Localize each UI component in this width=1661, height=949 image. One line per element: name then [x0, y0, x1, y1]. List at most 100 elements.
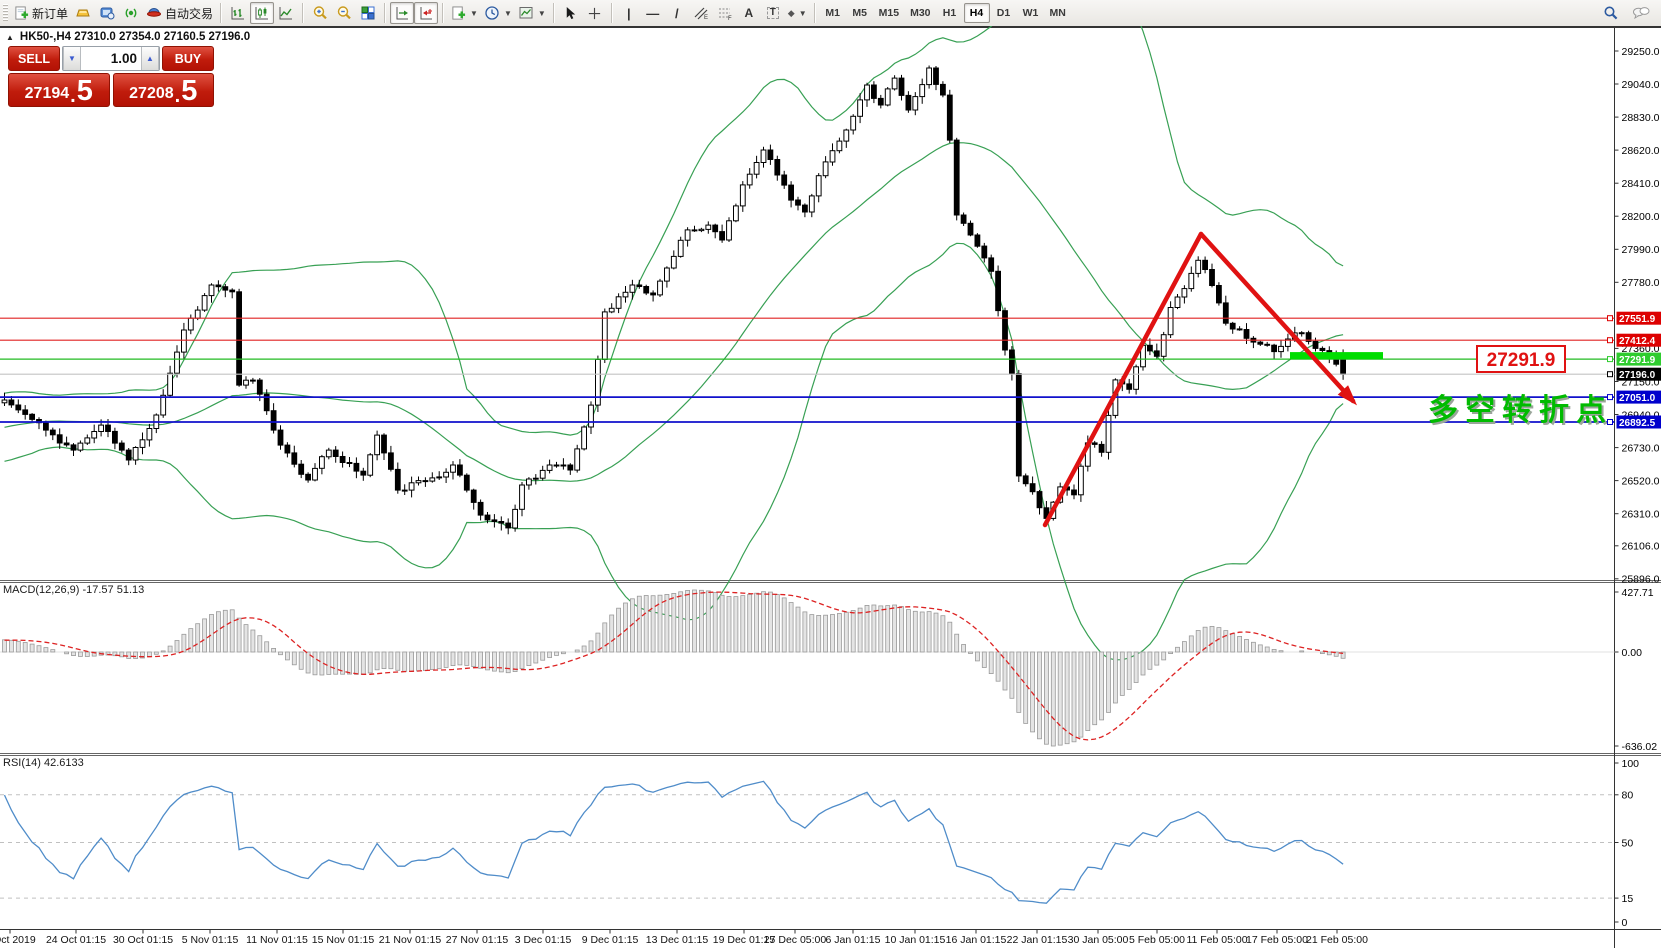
line-chart-mode-button[interactable]: [274, 2, 298, 24]
trend-arrow-down[interactable]: [1198, 231, 1356, 404]
market-watch-button[interactable]: [71, 2, 95, 24]
time-tick-label: 30 Jan 05:00: [1068, 934, 1129, 946]
tab-m1[interactable]: M1: [820, 3, 846, 23]
chart-title: HK50-,H4 27310.0 27354.0 27160.5 27196.0: [19, 31, 251, 43]
price-tick-label: 26310.0: [1622, 509, 1660, 521]
price-tag: [1616, 352, 1661, 366]
trend-arrow-up[interactable]: [1042, 231, 1204, 528]
toolbar-separator: [813, 3, 816, 23]
zoom-out-button[interactable]: [332, 2, 356, 24]
signals-button[interactable]: [119, 2, 143, 24]
tab-m15[interactable]: M15: [874, 3, 904, 23]
text-label-tool-button[interactable]: T: [761, 2, 785, 24]
sell-price-box[interactable]: 27194. 5: [8, 73, 110, 107]
tab-d1[interactable]: D1: [991, 3, 1017, 23]
line-anchor-square[interactable]: [1607, 394, 1613, 401]
auto-trading-icon: [147, 8, 162, 17]
line-anchor-square[interactable]: [1607, 315, 1613, 322]
time-tick-label: 5 Nov 01:15: [182, 934, 239, 946]
zoom-out-icon: [337, 6, 351, 20]
channel-icon: E: [694, 7, 708, 21]
fibonacci-tool-button[interactable]: F: [713, 2, 737, 24]
time-tick-label: 16 Jan 01:15: [946, 934, 1007, 946]
rsi-tick-label: 15: [1622, 893, 1634, 905]
volume-decrease-button[interactable]: ▼: [63, 47, 81, 70]
text-tool-button[interactable]: A: [737, 2, 761, 24]
sell-price-main: 27194: [24, 85, 70, 102]
line-anchor-square[interactable]: [1607, 337, 1613, 344]
toolbar-separator: [442, 3, 445, 23]
price-axis[interactable]: 29250.0 29040.0 28830.0 28620.0 28410.0 28200…: [1607, 46, 1661, 586]
tab-mn[interactable]: MN: [1045, 3, 1071, 23]
channel-tool-button[interactable]: E: [689, 2, 713, 24]
horizontal-line-tool-button[interactable]: —: [641, 2, 665, 24]
rsi-line: [3, 780, 1344, 904]
volume-input[interactable]: [81, 47, 141, 70]
cursor-tool-button[interactable]: [559, 2, 583, 24]
tab-w1[interactable]: W1: [1018, 3, 1044, 23]
time-tick-label: 3 Dec 01:15: [515, 934, 572, 946]
pane-borders: [0, 26, 1661, 948]
crosshair-tool-button[interactable]: [583, 2, 607, 24]
line-anchor-square[interactable]: [1607, 356, 1613, 363]
tab-m30[interactable]: M30: [905, 3, 935, 23]
tab-h1[interactable]: H1: [937, 3, 963, 23]
auto-trading-label: 自动交易: [165, 6, 214, 21]
time-tick-label: 9 Dec 01:15: [582, 934, 639, 946]
ask-line-icon: [420, 7, 433, 20]
bar-chart-mode-button[interactable]: [226, 2, 250, 24]
period-button[interactable]: ▼: [481, 2, 515, 24]
auto-trading-button[interactable]: 自动交易: [143, 2, 216, 24]
new-chart-button[interactable]: ▼: [448, 2, 481, 24]
search-button[interactable]: [1599, 2, 1623, 24]
toolbar-right-group: [1599, 2, 1659, 24]
tab-h4[interactable]: H4: [963, 3, 990, 23]
volume-stepper: ▼ ▲: [62, 46, 160, 71]
templates-button[interactable]: ▼: [515, 2, 549, 24]
timeframe-group: M1 M5 M15 M30 H1 H4 D1 W1 MN: [820, 3, 1071, 23]
vertical-line-tool-button[interactable]: |: [617, 2, 641, 24]
new-chart-icon: [452, 5, 466, 20]
arrows-tool-button[interactable]: ◆ ▼: [785, 2, 810, 24]
cn-note-text[interactable]: 多空转折点: [1428, 394, 1613, 427]
time-axis[interactable]: 8 Oct 2019 24 Oct 01:15 30 Oct 01:15 5 Nov …: [0, 929, 1368, 947]
toolbar-grip[interactable]: [3, 4, 8, 22]
fibonacci-icon: F: [718, 8, 732, 21]
macd-histogram: [0, 589, 1615, 747]
volume-increase-button[interactable]: ▲: [141, 47, 159, 70]
chart-canvas[interactable]: 27291.9多空转折点多空转折点29250.029040.028830.028…: [0, 26, 1661, 949]
sell-button[interactable]: SELL: [8, 46, 60, 71]
line-anchor-square[interactable]: [1607, 371, 1613, 378]
tab-m5[interactable]: M5: [847, 3, 873, 23]
show-ask-line-button[interactable]: [414, 2, 439, 24]
macd-tick-label: -636.02: [1622, 741, 1658, 753]
new-order-button[interactable]: 新订单: [11, 2, 71, 24]
market-button[interactable]: [95, 2, 119, 24]
tile-windows-button[interactable]: [356, 2, 380, 24]
line-anchor-square[interactable]: [1607, 419, 1613, 425]
trendline-tool-button[interactable]: /: [665, 2, 689, 24]
time-tick-label: 22 Jan 01:15: [1007, 934, 1068, 946]
cn-note-shadow: 多空转折点: [1430, 396, 1615, 429]
sell-price-frac: 5: [76, 75, 93, 108]
panel-collapse-arrow[interactable]: ▲: [6, 33, 14, 42]
level-bar[interactable]: [1290, 352, 1383, 360]
new-order-label: 新订单: [32, 6, 69, 21]
buy-price-box[interactable]: 27208. 5: [112, 73, 214, 107]
price-callout-box[interactable]: [1476, 345, 1566, 373]
candle-chart-mode-button[interactable]: [250, 2, 275, 24]
toolbar-separator: [302, 3, 305, 23]
zoom-in-button[interactable]: [308, 2, 332, 24]
buy-button[interactable]: BUY: [162, 46, 214, 71]
price-tick-label: 27780.0: [1622, 277, 1660, 289]
signal-icon: [125, 8, 137, 18]
macd-axis: 427.71 0.00 -636.02: [1614, 587, 1658, 753]
trendline-icon: /: [674, 5, 679, 21]
show-trade-levels-button[interactable]: [390, 2, 415, 24]
price-tag: [1616, 311, 1661, 325]
price-tick-label: 28410.0: [1622, 178, 1660, 190]
chat-button[interactable]: [1629, 2, 1653, 24]
tile-windows-icon: [361, 6, 375, 20]
arrowhead-icon: [1337, 385, 1358, 406]
